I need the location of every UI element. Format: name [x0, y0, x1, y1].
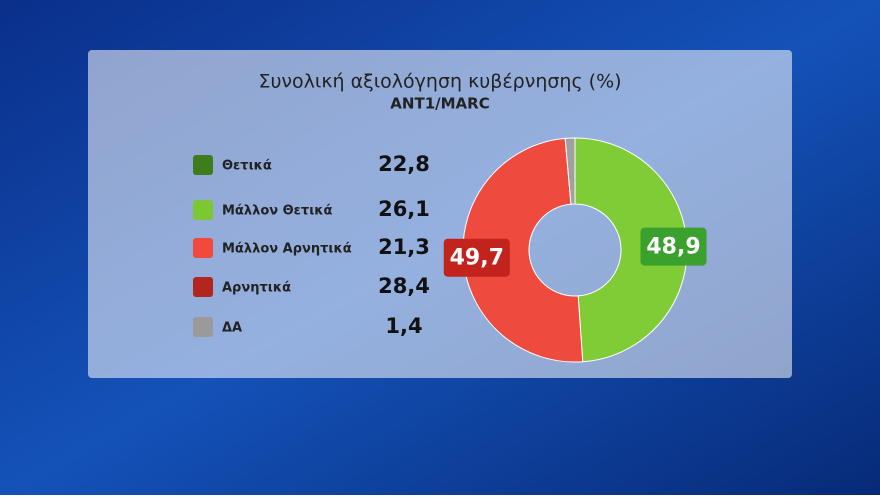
value-label: 1,4 — [385, 314, 422, 338]
legend-label: Μάλλον Θετικά — [222, 204, 333, 219]
legend-label: Μάλλον Αρνητικά — [222, 242, 352, 257]
value-label: 26,1 — [378, 197, 430, 221]
legend-label: ΔΑ — [222, 321, 242, 336]
donut-label: 48,9 — [646, 235, 700, 260]
legend-label: Αρνητικά — [222, 281, 291, 296]
chart-subtitle: ANT1/MARC — [390, 95, 489, 113]
donut-segment — [574, 137, 688, 363]
legend-swatch — [193, 155, 213, 175]
value-label: 28,4 — [378, 274, 430, 298]
value-label: 21,3 — [378, 235, 430, 259]
legend-swatch — [193, 277, 213, 297]
chart-title: Συνολική αξιολόγηση κυβέρνησης (%) — [258, 71, 621, 93]
legend-label: Θετικά — [222, 159, 272, 174]
value-label: 22,8 — [378, 152, 430, 176]
donut-segment — [462, 137, 584, 363]
label-box — [640, 227, 707, 266]
legend-swatch — [193, 200, 213, 220]
label-box — [443, 238, 510, 277]
legend-swatch — [193, 317, 213, 337]
donut-label: 49,7 — [450, 246, 504, 271]
legend-swatch — [193, 238, 213, 258]
donut-segment — [564, 137, 576, 205]
